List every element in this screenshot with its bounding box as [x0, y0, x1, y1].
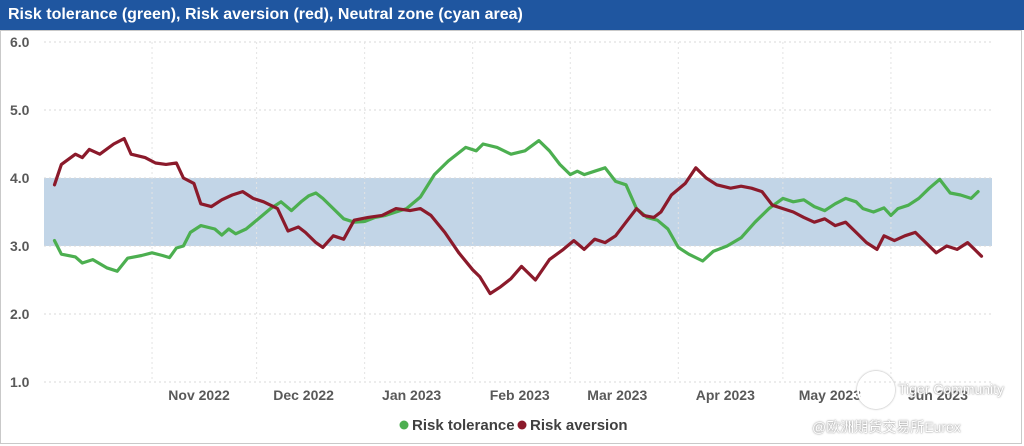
risk-aversion-line — [52, 137, 984, 296]
risk-tolerance-line — [52, 139, 980, 273]
chart-title: Risk tolerance (green), Risk aversion (r… — [0, 0, 1024, 30]
y-tick-label: 4.0 — [10, 170, 30, 186]
watermark-handle: @欧洲期货交易所Eurex — [812, 419, 961, 435]
x-tick-label: Jun 2023 — [908, 387, 968, 403]
x-tick-label: Nov 2022 — [168, 387, 230, 403]
watermark-logo-icon — [857, 371, 895, 409]
y-tick-label: 1.0 — [10, 374, 30, 390]
y-tick-label: 3.0 — [10, 238, 30, 254]
x-tick-label: May 2023 — [799, 387, 861, 403]
legend-item-risk-aversion: Risk aversion — [530, 417, 628, 434]
y-tick-label: 5.0 — [10, 102, 30, 118]
legend-marker-1 — [517, 420, 527, 430]
x-tick-label: Dec 2022 — [273, 387, 334, 403]
x-tick-label: Jan 2023 — [382, 387, 441, 403]
y-tick-label: 6.0 — [10, 34, 30, 50]
x-tick-label: Apr 2023 — [696, 387, 755, 403]
watermark-community: Tiger Community — [898, 381, 1005, 397]
neutral-zone-area — [44, 178, 992, 246]
x-tick-label: Mar 2023 — [587, 387, 647, 403]
y-tick-label: 2.0 — [10, 306, 30, 322]
chart-frame — [0, 30, 1022, 444]
legend-item-risk-tolerance: Risk tolerance — [412, 417, 515, 434]
legend-marker-0 — [399, 420, 409, 430]
x-tick-label: Feb 2023 — [490, 387, 550, 403]
